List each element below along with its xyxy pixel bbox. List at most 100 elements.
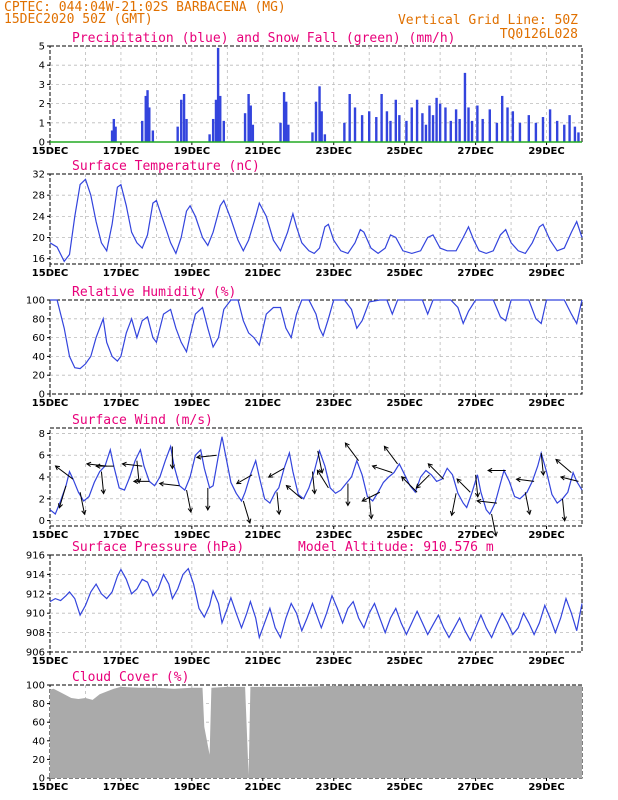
precip-bar <box>144 95 147 142</box>
y-tick-label: 0 <box>39 138 45 149</box>
precip-bar <box>360 115 364 142</box>
x-tick-label: 23DEC <box>316 398 352 409</box>
precip-bar <box>318 86 321 142</box>
wind-arrow-head <box>456 478 462 484</box>
wind-arrow-head <box>561 516 567 522</box>
precip-bar <box>251 124 255 142</box>
panel-pres <box>47 554 583 655</box>
panel-title: Precipitation (blue) and Snow Fall (gree… <box>72 31 456 46</box>
x-tick-label: 23DEC <box>316 146 352 157</box>
precip-bar <box>279 122 282 142</box>
precip-bar <box>470 120 474 142</box>
x-tick-label: 23DEC <box>316 530 352 541</box>
precip-bar <box>311 132 314 142</box>
panel-frame <box>49 299 583 395</box>
wind-arrow <box>268 467 285 478</box>
wind-arrow-head <box>136 478 142 484</box>
panel-frame <box>49 554 583 653</box>
precip-bar <box>380 94 383 142</box>
wind-arrow <box>122 463 143 467</box>
y-tick-label: 24 <box>32 212 45 223</box>
x-tick-label: 19DEC <box>174 146 210 157</box>
y-tick-label: 906 <box>26 648 45 659</box>
y-tick-label: 1 <box>39 118 45 129</box>
wind-arrow <box>415 474 430 489</box>
wind-arrow <box>372 465 393 474</box>
x-tick-label: 27DEC <box>457 268 493 279</box>
cloud-area <box>50 685 582 778</box>
header-run-id: TQ0126L028 <box>499 27 578 42</box>
y-tick-label: 100 <box>26 681 45 692</box>
panel-title: Relative Humidity (%) <box>72 285 236 300</box>
wind-arrow <box>316 470 329 489</box>
precip-bar <box>511 111 515 142</box>
wind-arrow-head <box>285 484 291 490</box>
precip-bar <box>148 107 151 142</box>
wind-arrow <box>524 492 531 515</box>
y-tick-label: 4 <box>39 473 45 484</box>
series-line-rh <box>50 299 583 370</box>
wind-arrow-head <box>361 497 367 502</box>
x-tick-label: 17DEC <box>103 268 139 279</box>
wind-arrow <box>344 442 359 461</box>
wind-arrow-head <box>344 442 350 448</box>
x-tick-label: 25DEC <box>386 782 422 793</box>
wind-arrow-head <box>383 445 389 451</box>
y-tick-label: 916 <box>26 551 45 562</box>
wind-arrow-head <box>526 509 532 516</box>
precip-bar <box>285 101 288 142</box>
y-tick-label: 32 <box>32 170 45 181</box>
x-tick-label: 17DEC <box>103 782 139 793</box>
y-tick-label: 40 <box>32 736 45 747</box>
precip-bar <box>114 126 117 142</box>
wind-arrow <box>540 452 544 476</box>
y-tick-label: 80 <box>32 314 45 325</box>
precip-bar <box>176 126 179 142</box>
wind-arrow-head <box>132 478 139 484</box>
y-tick-label: 60 <box>32 333 45 344</box>
model-altitude: Model Altitude: 910.576 m <box>298 540 494 555</box>
wind-arrow-head <box>427 463 433 469</box>
x-tick-label: 15DEC <box>32 146 68 157</box>
x-tick-label: 29DEC <box>528 782 564 793</box>
wind-arrow <box>55 465 74 480</box>
wind-arrow <box>475 474 479 497</box>
wind-arrow-head <box>559 475 566 481</box>
precip-bar <box>353 107 357 142</box>
precip-bar <box>348 94 351 142</box>
panel-title: Cloud Cover (%) <box>72 670 189 685</box>
x-tick-label: 17DEC <box>103 530 139 541</box>
y-tick-label: 16 <box>32 254 45 265</box>
panel-title: Surface Temperature (nC) <box>72 159 260 174</box>
wind-arrow <box>456 478 471 493</box>
x-tick-label: 15DEC <box>32 398 68 409</box>
wind-arrow-head <box>371 464 377 470</box>
wind-arrow-head <box>121 461 127 467</box>
precip-bar <box>435 97 438 142</box>
precip-bar <box>208 134 211 142</box>
precip-bar <box>421 113 424 142</box>
precip-bar <box>375 117 378 142</box>
panel-wind <box>47 427 583 538</box>
precip-bar <box>323 134 327 142</box>
precip-bar <box>185 118 188 142</box>
precip-bar <box>527 115 530 142</box>
precip-bar <box>112 118 116 142</box>
x-tick-label: 21DEC <box>245 146 281 157</box>
x-tick-label: 17DEC <box>103 146 139 157</box>
wind-arrow <box>79 492 86 515</box>
y-tick-label: 0 <box>39 390 45 401</box>
wind-arrow-head <box>487 467 493 474</box>
y-tick-label: 2 <box>39 494 45 505</box>
panel-rh <box>47 299 583 397</box>
wind-arrow-head <box>57 503 63 509</box>
precip-bar <box>249 105 252 142</box>
precip-bar <box>282 92 286 142</box>
wind-arrow <box>242 500 251 524</box>
wind-arrow-head <box>267 473 274 478</box>
y-tick-label: 912 <box>26 589 45 600</box>
precip-bar <box>389 120 392 142</box>
y-tick-label: 28 <box>32 191 45 202</box>
wind-arrow-head <box>85 461 92 467</box>
